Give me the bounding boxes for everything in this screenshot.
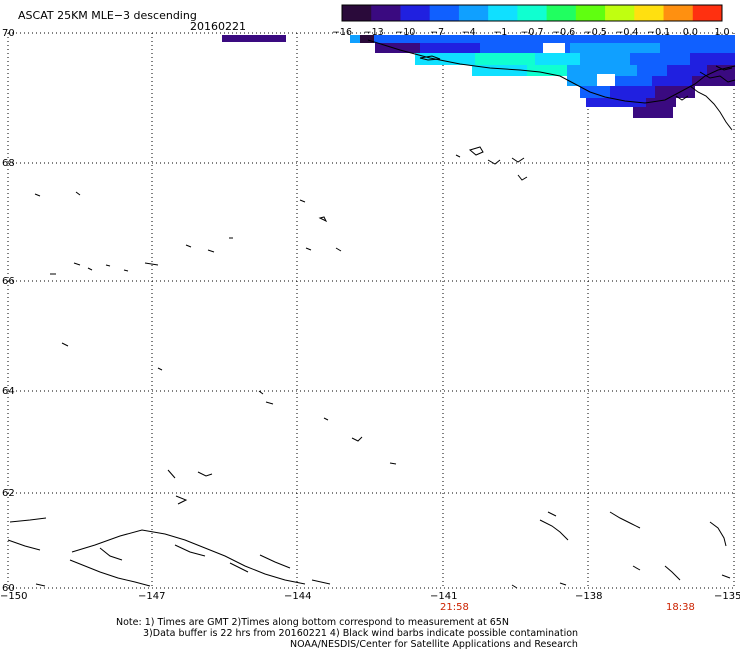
colorbar-tick-label: −0.5 bbox=[584, 27, 607, 38]
lon-label-147: −147 bbox=[138, 591, 165, 602]
colorbar-swatch bbox=[605, 5, 635, 21]
lon-label-150: −150 bbox=[0, 591, 27, 602]
lat-label-70: 70 bbox=[2, 28, 15, 39]
colorbar-tick-label: −16 bbox=[332, 27, 352, 38]
colorbar-swatch bbox=[517, 5, 548, 21]
colorbar-tick-label: 0.0 bbox=[683, 27, 698, 38]
map-frame bbox=[7, 32, 735, 589]
lat-label-66: 66 bbox=[2, 276, 15, 287]
colorbar-swatch bbox=[458, 5, 489, 21]
lon-label-135: −135 bbox=[714, 591, 740, 602]
colorbar-swatch bbox=[546, 5, 577, 21]
colorbar-tick-label: −0.6 bbox=[552, 27, 575, 38]
colorbar-tick-label: −0.1 bbox=[647, 27, 670, 38]
colorbar-swatch bbox=[634, 5, 665, 21]
lat-label-60: 60 bbox=[2, 583, 15, 594]
colorbar-swatch bbox=[342, 5, 372, 21]
lat-label-62: 62 bbox=[2, 488, 15, 499]
footer-note-2: 3)Data buffer is 22 hrs from 20160221 4)… bbox=[143, 628, 578, 639]
time-label-0: 21:58 bbox=[440, 602, 469, 613]
colorbar-swatch bbox=[575, 5, 606, 21]
coastline bbox=[7, 39, 736, 589]
lat-label-64: 64 bbox=[2, 386, 15, 397]
lat-label-68: 68 bbox=[2, 158, 15, 169]
colorbar-tick-label: −10 bbox=[395, 27, 415, 38]
colorbar-swatch bbox=[429, 5, 460, 21]
colorbar-swatch bbox=[400, 5, 431, 21]
colorbar-swatch bbox=[488, 5, 518, 21]
colorbar-tick-label: 1.0 bbox=[714, 27, 729, 38]
wind-data-swath bbox=[222, 35, 735, 118]
colorbar bbox=[341, 4, 723, 22]
colorbar-swatch bbox=[663, 5, 694, 21]
colorbar-tick-label: −13 bbox=[364, 27, 384, 38]
colorbar-tick-label: −0.4 bbox=[615, 27, 638, 38]
map-title: ASCAT 25KM MLE−3 descending bbox=[18, 9, 197, 22]
colorbar-swatch bbox=[371, 5, 401, 21]
lon-label-138: −138 bbox=[575, 591, 602, 602]
map-date: 20160221 bbox=[190, 20, 246, 33]
colorbar-swatch bbox=[692, 5, 723, 21]
time-label-1: 18:38 bbox=[666, 602, 695, 613]
lon-label-141: −141 bbox=[430, 591, 457, 602]
footer-note-1: Note: 1) Times are GMT 2)Times along bot… bbox=[116, 617, 509, 628]
footer-credit: NOAA/NESDIS/Center for Satellite Applica… bbox=[290, 639, 578, 650]
lon-label-144: −144 bbox=[284, 591, 311, 602]
colorbar-frame bbox=[341, 4, 723, 22]
